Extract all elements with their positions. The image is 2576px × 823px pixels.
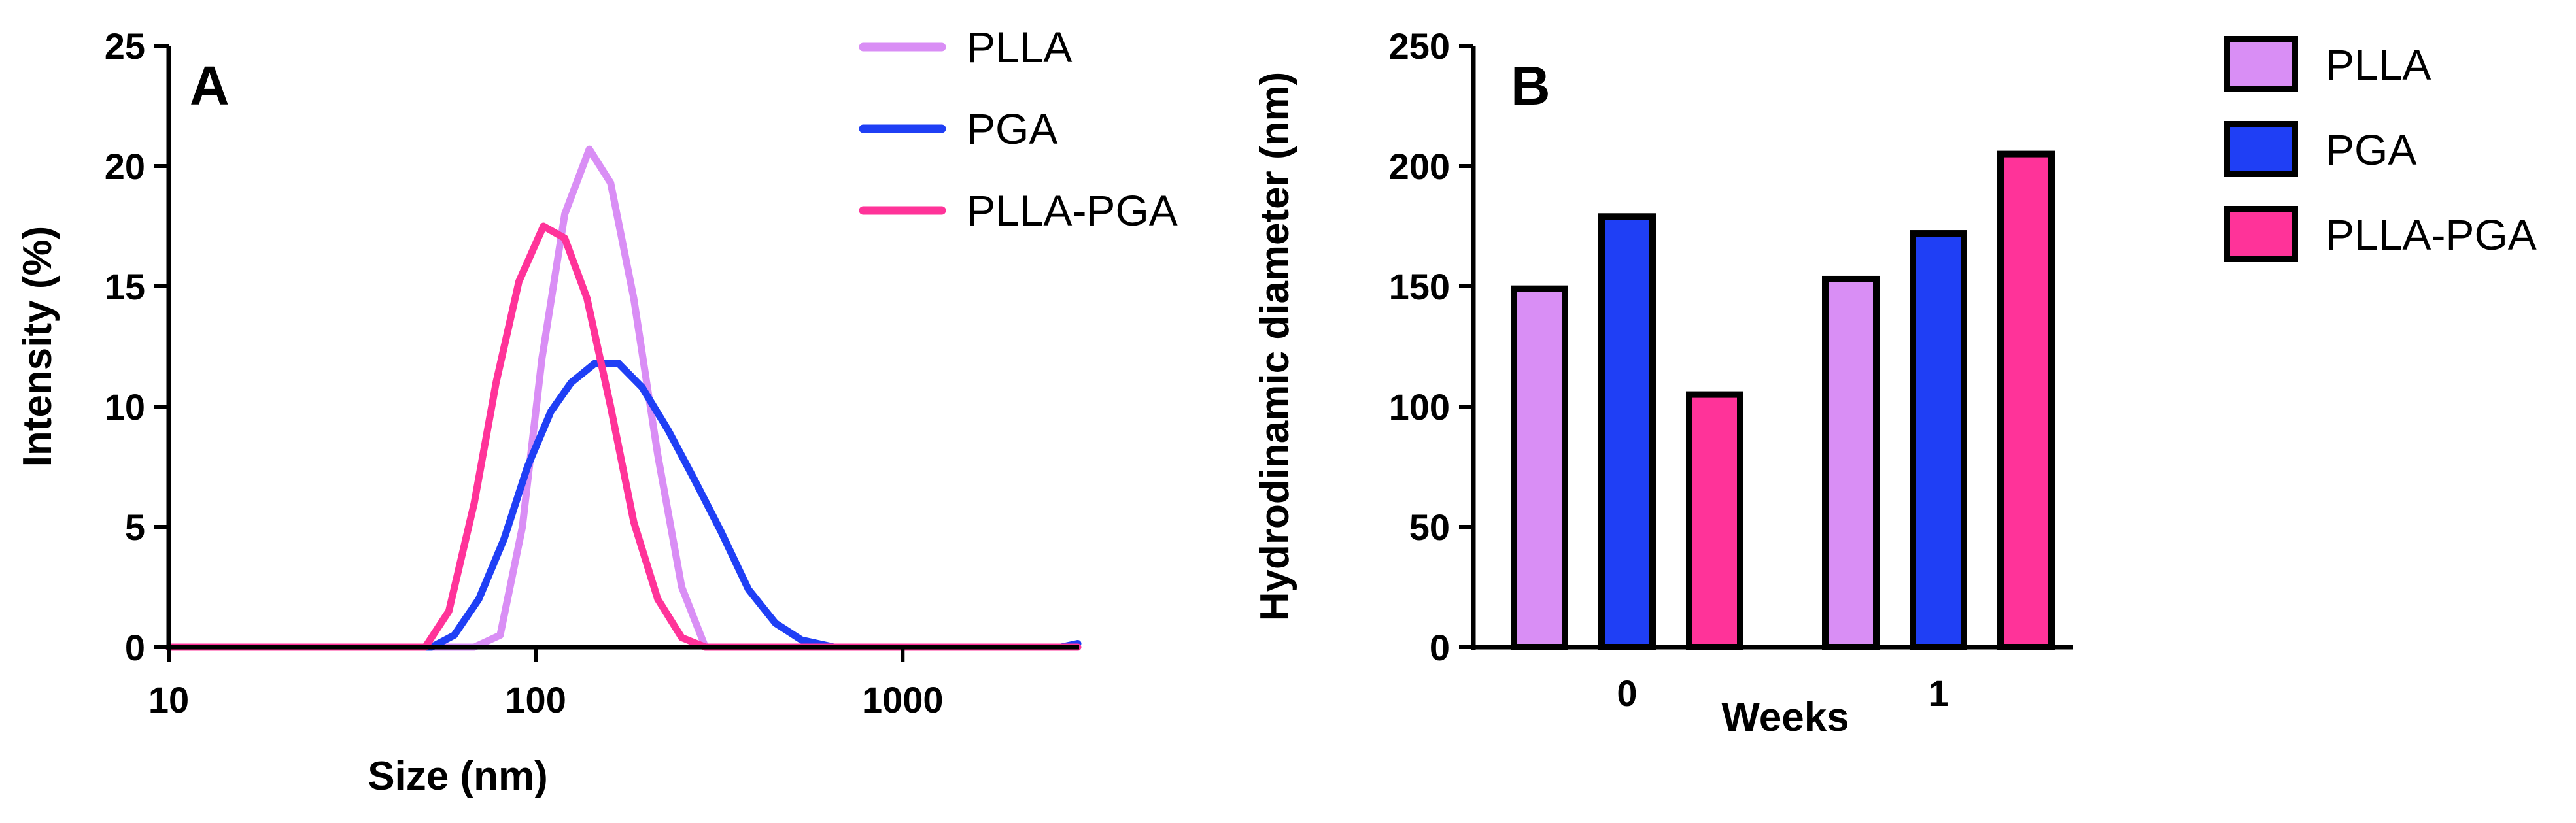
legend-label-pga: PGA	[967, 105, 1057, 153]
bar-pga-week-0	[1598, 213, 1656, 650]
panel-b-y-axis-label: Hydrodinamic diameter (nm)	[1252, 72, 1297, 622]
panel-a-letter: A	[190, 55, 230, 116]
y-tick-label: 25	[105, 25, 145, 67]
legend-swatch-plla-pga	[2224, 206, 2298, 262]
x-category-label: 1	[1928, 673, 1948, 714]
panel-a-x-axis-label: Size (nm)	[368, 754, 548, 799]
panel-b-bars-group	[1511, 150, 2055, 651]
series-line-plla	[165, 145, 1082, 651]
panel-a-y-axis-label: Intensity (%)	[15, 226, 60, 467]
panel-a-series-group	[165, 145, 1082, 651]
y-tick-label: 250	[1389, 25, 1450, 67]
panel-b-letter: B	[1511, 55, 1551, 116]
bar-plla-week-1	[1822, 275, 1880, 650]
legend-label-plla: PLLA	[2326, 41, 2431, 89]
panel-a-y-ticks: 0 5 10 15 20 25	[105, 25, 169, 668]
y-tick-label: 15	[105, 266, 145, 307]
bar-pga-week-1	[1910, 230, 1967, 651]
panel-b-x-axis-label: Weeks	[1721, 695, 1849, 740]
x-tick-label: 1000	[862, 679, 944, 720]
legend-swatch-pga	[2224, 121, 2298, 177]
series-line-pga	[165, 360, 1082, 651]
bar-plla-pga-week-0	[1686, 391, 1743, 650]
bar-plla-pga-week-1	[1997, 150, 2055, 651]
y-tick-label: 0	[1430, 627, 1450, 668]
panel-a-x-ticks: 10 100 1000	[148, 647, 944, 720]
legend-label-plla-pga: PLLA-PGA	[2326, 210, 2537, 259]
y-tick-label: 20	[105, 146, 145, 187]
panel-b-y-ticks: 0 50 100 150 200 250	[1389, 25, 1473, 668]
bar-plla-week-0	[1511, 285, 1568, 650]
x-tick-label: 10	[148, 679, 189, 720]
y-tick-label: 0	[125, 627, 145, 668]
panel-a-line-chart: A 0 5 10 15 20 25 10 100 1000 Size (nm) Intensi…	[15, 23, 1178, 799]
y-tick-label: 50	[1409, 507, 1450, 548]
y-tick-label: 100	[1389, 386, 1450, 428]
panel-a-legend: PLLA PGA PLLA-PGA	[859, 23, 1178, 235]
y-tick-label: 200	[1389, 146, 1450, 187]
y-tick-label: 5	[125, 507, 145, 548]
legend-label-plla-pga: PLLA-PGA	[967, 186, 1178, 235]
x-tick-label: 100	[505, 679, 566, 720]
legend-swatch-plla	[2224, 36, 2298, 92]
legend-label-plla: PLLA	[967, 23, 1072, 71]
y-tick-label: 150	[1389, 266, 1450, 307]
legend-label-pga: PGA	[2326, 126, 2416, 174]
x-category-label: 0	[1617, 673, 1637, 714]
series-line-plla-pga	[165, 222, 1082, 651]
panel-b-legend: PLLA PGA PLLA-PGA	[2224, 36, 2537, 262]
y-tick-label: 10	[105, 386, 145, 428]
